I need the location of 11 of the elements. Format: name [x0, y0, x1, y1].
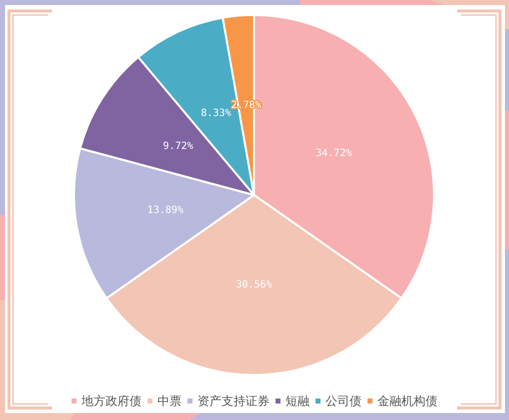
- data-label: 8.33%: [200, 108, 232, 119]
- legend-label: 金融机构债: [378, 394, 438, 408]
- data-label: 9.72%: [163, 141, 194, 152]
- data-label: 30.56%: [236, 280, 272, 290]
- data-label: 13.89%: [147, 205, 184, 216]
- data-label: 34.72%: [316, 148, 352, 159]
- legend-label: 公司债: [326, 394, 362, 408]
- legend-label: 地方政府债: [80, 394, 142, 408]
- legend-label: 资产支持证券: [198, 394, 270, 408]
- legend-label: 中票: [158, 394, 182, 408]
- legend-label: 短融: [286, 394, 310, 408]
